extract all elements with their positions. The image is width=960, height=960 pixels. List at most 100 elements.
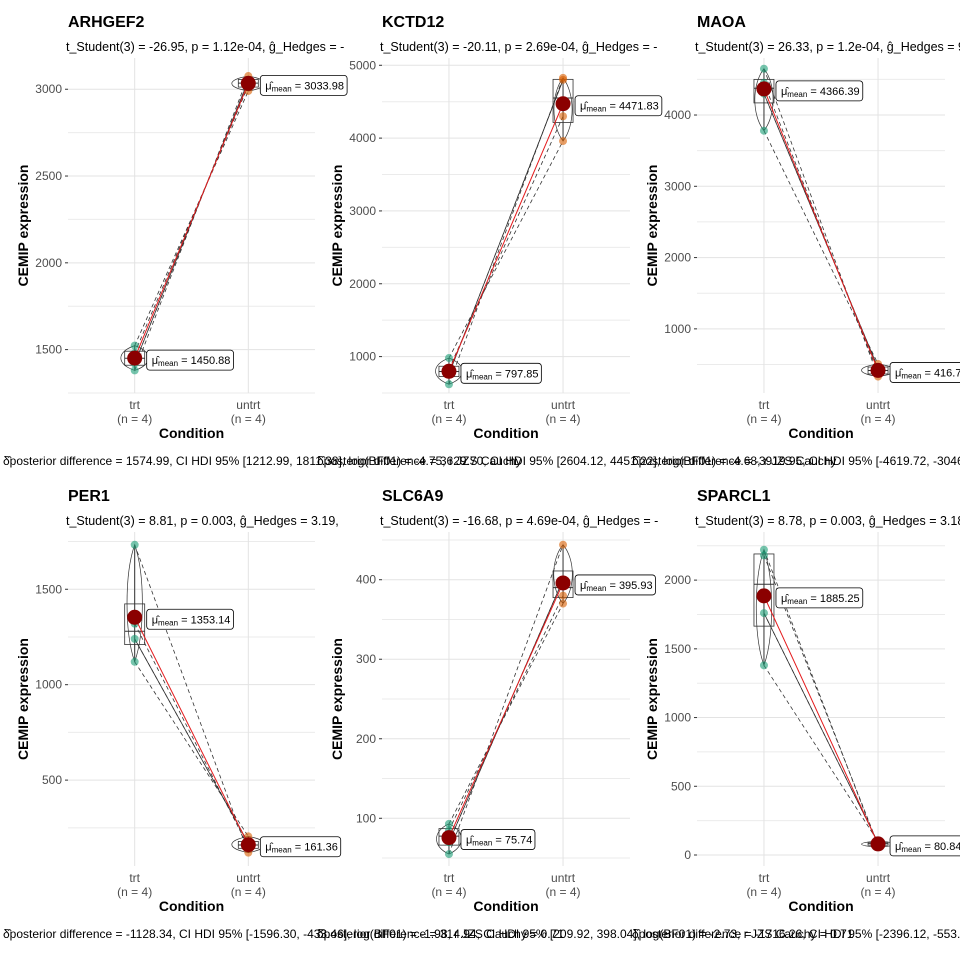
x-tick-label: trt [444, 871, 455, 885]
y-tick-label: 1500 [35, 582, 62, 596]
chart-panel-kctd12: KCTD12 t_Student(3) = -20.11, p = 2.69e-0… [317, 14, 836, 468]
x-tick-count: (n = 4) [546, 885, 581, 899]
x-axis-label: Condition [788, 898, 853, 914]
mean-label: μ̂mean = 4366.39 [775, 80, 864, 102]
data-point-trt [444, 354, 453, 363]
mean-label: μ̂mean = 1450.88 [146, 349, 234, 371]
data-point-trt [130, 366, 139, 375]
mean-trend-line [134, 83, 249, 359]
y-tick-label: 4000 [664, 108, 691, 122]
mean-label-text: μ̂mean = 1885.25 [781, 593, 860, 606]
data-point-trt [759, 126, 768, 135]
mean-point [870, 362, 886, 378]
y-tick-label: 1000 [664, 322, 691, 336]
panel-title: SPARCL1 [697, 488, 771, 505]
pair-line [448, 544, 564, 855]
mean-point [555, 96, 571, 112]
x-tick-count: (n = 4) [746, 885, 781, 899]
panel-title: MAOA [697, 14, 746, 31]
x-tick-count: (n = 4) [231, 412, 266, 426]
pair-line [134, 623, 249, 848]
mean-label: μ̂mean = 416.73 [889, 362, 960, 383]
panel-title: SLC6A9 [382, 488, 443, 505]
mean-point [127, 609, 143, 625]
panel-subtitle: t_Student(3) = 8.78, p = 0.003, ĝ_Hedges… [695, 514, 960, 528]
y-axis-label: CEMIP expression [15, 165, 31, 287]
x-tick-label: untrt [236, 398, 261, 412]
panel-subtitle: t_Student(3) = 26.33, p = 1.2e-04, ĝ_Hed… [695, 40, 960, 54]
x-tick-count: (n = 4) [746, 412, 781, 426]
y-tick-label: 400 [356, 573, 376, 587]
mean-point [127, 350, 143, 366]
y-tick-label: 5000 [349, 58, 376, 72]
pair-line [763, 130, 879, 365]
mean-label-box [259, 74, 348, 96]
mean-label-box [460, 829, 536, 850]
mean-label: μ̂mean = 3033.98 [259, 74, 348, 96]
data-point-trt [759, 661, 768, 670]
data-point-untrt [559, 137, 568, 146]
y-tick-label: 100 [356, 811, 376, 825]
y-axis-label: CEMIP expression [329, 638, 345, 760]
mean-label: μ̂mean = 1353.14 [146, 608, 234, 630]
y-tick-label: 1500 [35, 343, 62, 357]
pair-line [448, 116, 564, 370]
mean-point [441, 363, 457, 379]
chart-panel-slc6a9: SLC6A9 t_Student(3) = -16.68, p = 4.69e-0… [317, 488, 854, 941]
y-tick-label: 0 [684, 848, 691, 862]
pair-line-solid [134, 638, 249, 844]
mean-label-box [460, 362, 542, 384]
mean-trend-line [134, 617, 249, 845]
x-tick-label: trt [129, 871, 140, 885]
x-tick-label: untrt [551, 871, 576, 885]
data-point-trt [444, 380, 453, 389]
mean-label: μ̂mean = 80.84 [889, 835, 960, 857]
mean-label-text: μ̂mean = 1353.14 [152, 614, 231, 627]
panel-subtitle: t_Student(3) = -20.11, p = 2.69e-04, ĝ_H… [380, 40, 657, 54]
data-point-trt [759, 64, 768, 73]
panel-title: KCTD12 [382, 14, 444, 31]
x-tick-label: untrt [866, 871, 891, 885]
chart-panel-sparcl1: SPARCL1 t_Student(3) = 8.78, p = 0.003, ĝ… [632, 488, 960, 941]
x-tick-count: (n = 4) [546, 412, 581, 426]
x-tick-label: trt [444, 398, 455, 412]
y-tick-label: 1000 [664, 711, 691, 725]
mean-label-box [889, 835, 960, 857]
pair-line [448, 603, 564, 825]
mean-point [870, 836, 886, 852]
mean-label-box [775, 80, 864, 102]
data-point-trt [130, 634, 139, 643]
pair-line [134, 90, 249, 346]
x-tick-count: (n = 4) [431, 412, 466, 426]
mean-label-box [146, 608, 234, 630]
mean-trend-line [763, 88, 879, 371]
y-axis-label: CEMIP expression [644, 638, 660, 760]
x-tick-label: untrt [866, 398, 891, 412]
y-tick-label: 3000 [664, 179, 691, 193]
y-tick-label: 1500 [664, 642, 691, 656]
y-tick-label: 3000 [35, 82, 62, 96]
x-tick-label: untrt [236, 871, 261, 885]
y-tick-label: 300 [356, 652, 376, 666]
y-tick-label: 1000 [349, 350, 376, 364]
chart-panel-maoa: MAOA t_Student(3) = 26.33, p = 1.2e-04, ĝ… [632, 14, 960, 468]
mean-point [756, 588, 772, 604]
y-tick-label: 2000 [349, 277, 376, 291]
panel-caption: δ̂posterior difference = -1128.34, CI HD… [3, 927, 564, 941]
x-tick-label: untrt [551, 398, 576, 412]
data-point-untrt [559, 73, 568, 82]
mean-point [756, 81, 772, 97]
mean-point [555, 575, 571, 591]
mean-trend-line [448, 103, 564, 372]
x-axis-label: Condition [159, 425, 224, 441]
y-tick-label: 2500 [35, 169, 62, 183]
data-point-trt [130, 540, 139, 549]
mean-label-box [889, 362, 960, 383]
mean-label: μ̂mean = 161.36 [259, 836, 342, 858]
panel-caption: δ̂posterior difference = 3629.70, CI HDI… [317, 454, 836, 468]
y-tick-label: 1000 [35, 678, 62, 692]
panel-caption: δ̂posterior difference = -3919.95, CI HD… [632, 454, 960, 468]
panel-subtitle: t_Student(3) = 8.81, p = 0.003, ĝ_Hedges… [66, 514, 339, 528]
mean-label-box [574, 95, 663, 117]
y-axis-label: CEMIP expression [644, 165, 660, 287]
